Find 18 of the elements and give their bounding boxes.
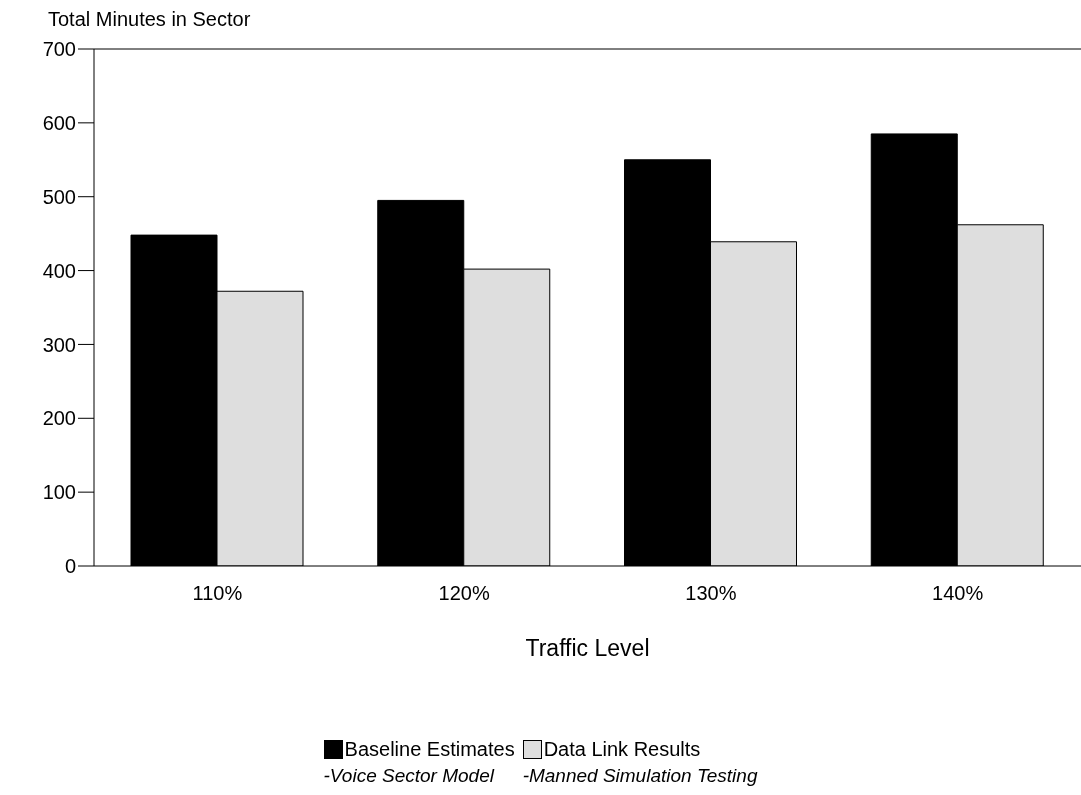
text: -Voice Sector Model [323, 765, 494, 787]
y-tick-label: 400 [42, 259, 76, 282]
y-tick-label: 300 [42, 333, 76, 356]
legend-label: Baseline Estimates [344, 738, 515, 761]
x-axis-title: Traffic Level [525, 635, 650, 661]
y-axis-title: Total Minutes in Sector [48, 8, 251, 31]
y-tick-label: 500 [42, 185, 76, 208]
x-tick-label: 110% [192, 582, 243, 605]
x-tick-label: 120% [438, 582, 490, 605]
y-tick-label: 700 [42, 38, 76, 61]
y-tick-label: 100 [42, 481, 76, 504]
x-tick-label: 140% [932, 582, 984, 605]
legend-label: Data Link Results [543, 738, 701, 761]
y-tick-label: 0 [64, 555, 76, 578]
x-tick-label: 130% [685, 582, 737, 605]
text: -Manned Simulation Testing [522, 765, 758, 787]
y-tick-label: 600 [42, 111, 76, 134]
y-tick-label: 200 [42, 407, 76, 430]
